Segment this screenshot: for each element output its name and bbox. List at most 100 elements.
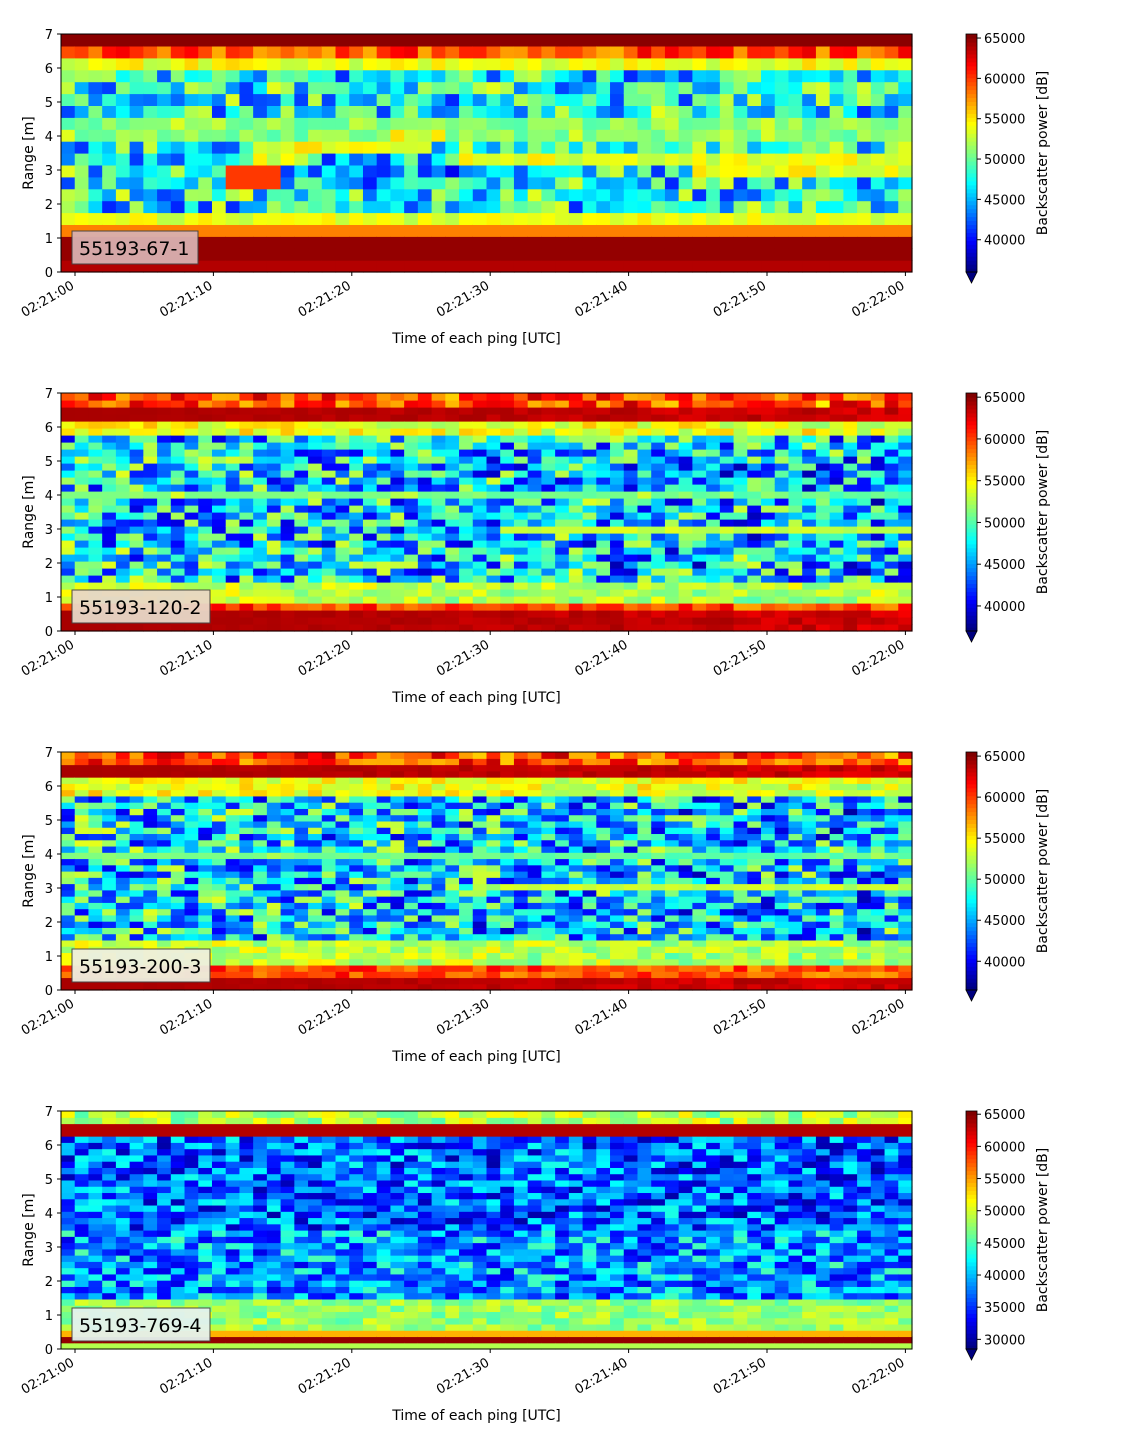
heatmap-cell (335, 871, 350, 878)
heatmap-cell (678, 624, 693, 632)
heatmap-cell (500, 93, 515, 106)
heatmap-cell (747, 505, 762, 513)
heatmap-cell (582, 463, 597, 471)
heatmap-cell (815, 34, 831, 47)
heatmap-cell (431, 814, 446, 822)
heatmap-cell (500, 69, 515, 83)
heatmap-cell (898, 45, 913, 59)
heatmap-cell (115, 407, 131, 415)
heatmap-cell (692, 582, 707, 590)
heatmap-cell (184, 188, 199, 202)
heatmap-cell (74, 512, 90, 520)
heatmap-cell (459, 547, 474, 555)
heatmap-cell (898, 498, 913, 506)
heatmap-cell (362, 463, 378, 471)
heatmap-cell (335, 589, 350, 597)
heatmap-cell (431, 212, 446, 225)
heatmap-cell (280, 428, 295, 436)
heatmap-cell (719, 505, 735, 513)
heatmap-cell (527, 939, 543, 947)
heatmap-cell (253, 117, 268, 130)
heatmap-cell (459, 808, 474, 816)
heatmap-cell (184, 582, 199, 590)
heatmap-cell (115, 582, 131, 590)
heatmap-cell (308, 561, 323, 569)
heatmap-cell (308, 845, 323, 853)
heatmap-cell (294, 34, 309, 47)
heatmap-cell (129, 105, 144, 118)
heatmap-cell (417, 224, 433, 237)
heatmap-cell (733, 57, 748, 71)
heatmap-cell (747, 393, 762, 401)
colorbar-swatch (966, 619, 977, 624)
heatmap-cell (761, 568, 776, 576)
heatmap-cell (198, 833, 213, 841)
heatmap-cell (225, 808, 241, 816)
heatmap-cell (610, 248, 625, 261)
heatmap-cell (253, 533, 268, 541)
heatmap-cell (280, 624, 295, 632)
heatmap-cell (225, 449, 241, 457)
heatmap-cell (692, 456, 707, 464)
heatmap-cell (802, 81, 817, 95)
heatmap-cell (513, 477, 529, 485)
heatmap-cell (349, 927, 364, 935)
heatmap-cell (61, 802, 76, 809)
heatmap-cell (362, 833, 378, 841)
heatmap-cell (788, 224, 803, 237)
heatmap-cell (500, 129, 515, 142)
heatmap-cell (61, 484, 76, 492)
heatmap-cell (225, 770, 241, 778)
heatmap-cell (266, 176, 282, 190)
heatmap-cell (321, 839, 337, 847)
colorbar-swatch (966, 129, 977, 134)
heatmap-cell (266, 236, 282, 249)
heatmap-cell (431, 164, 446, 178)
heatmap-cell (431, 428, 446, 436)
heatmap-cell (308, 814, 323, 822)
heatmap-cell (527, 983, 543, 991)
heatmap-cell (88, 129, 103, 142)
heatmap-cell (308, 575, 323, 583)
colorbar-swatch (966, 400, 977, 406)
heatmap-cell (321, 933, 337, 941)
heatmap-cell (459, 833, 474, 841)
heatmap-cell (664, 236, 680, 249)
heatmap-cell (431, 512, 446, 520)
heatmap-cell (788, 456, 803, 464)
heatmap-cell (239, 927, 254, 935)
heatmap-cell (390, 153, 405, 166)
heatmap-cell (857, 547, 872, 555)
heatmap-cell (280, 505, 295, 513)
heatmap-cell (815, 81, 831, 95)
heatmap-cell (857, 34, 872, 47)
heatmap-cell (431, 414, 446, 422)
heatmap-cell (88, 845, 103, 853)
heatmap-cell (527, 212, 543, 225)
heatmap-cell (678, 477, 693, 485)
x-tick-label: 02:21:20 (296, 278, 354, 320)
heatmap-cell (362, 933, 378, 941)
heatmap-cell (404, 839, 419, 847)
heatmap-cell (664, 554, 680, 562)
heatmap-cell (623, 260, 639, 273)
heatmap-cell (321, 512, 337, 520)
heatmap-cell (294, 877, 309, 885)
heatmap-cell (376, 400, 392, 408)
heatmap-cell (623, 547, 639, 555)
heatmap-cell (719, 212, 735, 225)
heatmap-cell (747, 93, 762, 106)
heatmap-cell (321, 864, 337, 872)
heatmap-cell (61, 864, 76, 872)
heatmap-cell (115, 845, 131, 853)
heatmap-cell (459, 407, 474, 415)
colorbar-swatch (966, 34, 977, 39)
heatmap-cell (102, 491, 117, 499)
heatmap-cell (376, 845, 392, 853)
heatmap-cell (486, 864, 501, 872)
heatmap-cell (61, 212, 76, 225)
heatmap-cell (308, 491, 323, 499)
heatmap-cell (500, 554, 515, 562)
heatmap-cell (362, 260, 378, 273)
heatmap-cell (239, 820, 254, 828)
